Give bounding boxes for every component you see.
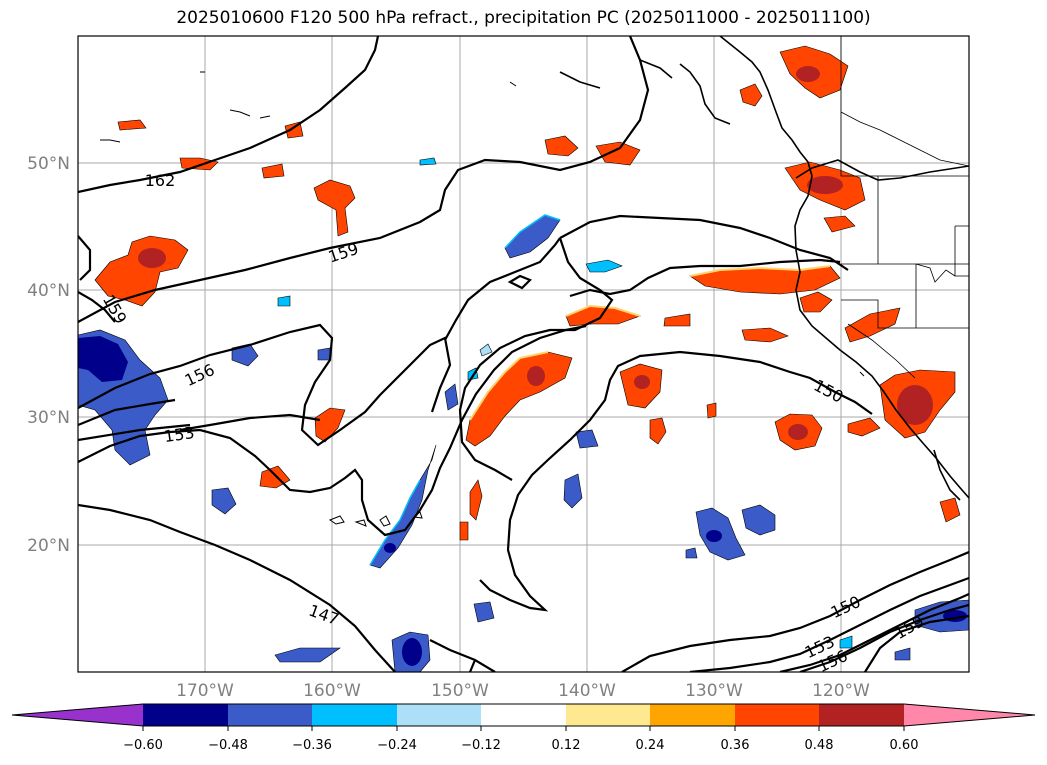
colorbar-segment-4 (397, 704, 481, 726)
lat-label-40n: 40°N (27, 281, 70, 301)
longitude-labels: 170°W 160°W 150°W 140°W 130°W 120°W (176, 681, 870, 701)
refractivity-contours (78, 36, 969, 672)
latitude-labels: 50°N 40°N 30°N 20°N (27, 154, 70, 556)
lat-label-30n: 30°N (27, 408, 70, 428)
colorbar-tick-2: −0.36 (292, 738, 332, 753)
colorbar-tick-4: −0.12 (461, 738, 501, 753)
colorbar-tick-8: 0.48 (805, 738, 834, 753)
colorbar: −0.60 −0.48 −0.36 −0.24 −0.12 0.12 0.24 … (11, 703, 1036, 753)
colorbar-segment-5 (481, 704, 566, 726)
lat-label-50n: 50°N (27, 154, 70, 174)
colorbar-segment-8 (735, 704, 819, 726)
islands (100, 71, 865, 527)
colorbar-tick-6: 0.24 (636, 738, 665, 753)
colorbar-tick-marks (142, 726, 905, 731)
lon-label-160w: 160°W (303, 681, 361, 701)
colorbar-tick-3: −0.24 (377, 738, 417, 753)
lon-label-140w: 140°W (558, 681, 616, 701)
map-title: 2025010600 F120 500 hPa refract., precip… (176, 8, 871, 28)
colorbar-segment-1 (143, 704, 228, 726)
colorbar-extend-low (12, 704, 143, 726)
lat-label-20n: 20°N (27, 536, 70, 556)
lon-label-150w: 150°W (431, 681, 489, 701)
colorbar-segment-7 (650, 704, 735, 726)
colorbar-extend-high (904, 704, 1035, 726)
colorbar-tick-5: 0.12 (552, 738, 581, 753)
map-frame (77, 35, 970, 673)
lon-label-170w: 170°W (176, 681, 234, 701)
contour-label-153: 153 (163, 423, 196, 446)
colorbar-tick-9: 0.60 (890, 738, 919, 753)
lon-label-130w: 130°W (685, 681, 743, 701)
map-frame-bg (78, 36, 969, 672)
colorbar-tick-7: 0.36 (721, 738, 750, 753)
lon-label-120w: 120°W (812, 681, 870, 701)
political-borders (840, 36, 969, 379)
colorbar-segment-9 (819, 704, 904, 726)
positive-anomaly-areas (94, 45, 961, 541)
colorbar-tick-1: −0.48 (208, 738, 248, 753)
contour-label-162: 162 (145, 171, 176, 190)
colorbar-tick-0: −0.60 (123, 738, 163, 753)
colorbar-segment-6 (566, 704, 650, 726)
colorbar-segment-3 (312, 704, 397, 726)
colorbar-segment-2 (228, 704, 312, 726)
